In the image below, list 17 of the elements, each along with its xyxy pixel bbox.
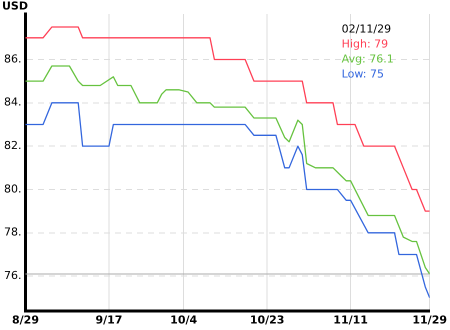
y-tick-label: 78.: [4, 226, 22, 239]
text: High: 79: [342, 37, 388, 50]
x-tick-label: 11/29: [412, 313, 448, 326]
x-tick-label: 9/17: [95, 313, 122, 326]
x-tick-label: 8/29: [12, 313, 39, 326]
y-tick-label: 84.: [4, 96, 22, 109]
x-tick-label: 10/4: [170, 313, 198, 326]
y-tick-label: 86.: [4, 52, 22, 66]
text: Avg: 76.1: [342, 52, 394, 66]
annotation: 02/11/29: [342, 22, 392, 36]
x-tick-label: 10/23: [250, 313, 284, 326]
x-tick-label: 11/11: [333, 313, 368, 326]
y-tick-label: 82.: [4, 139, 22, 152]
text: Low: 75: [342, 67, 384, 80]
y-tick-label: 80.: [4, 182, 22, 196]
y-tick-label: 76.: [4, 268, 22, 282]
y-axis-title: USD: [2, 0, 28, 12]
